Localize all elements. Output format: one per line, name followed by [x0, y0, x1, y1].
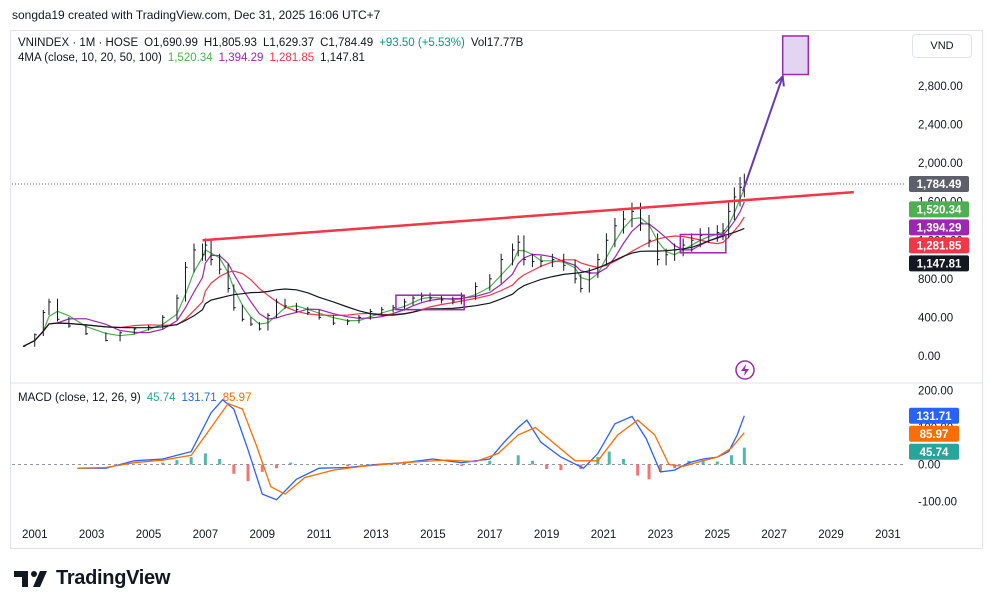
macd-label: MACD (close, 12, 26, 9): [18, 392, 141, 404]
high-value: H1,805.93: [203, 37, 257, 49]
open-value: O1,690.99: [144, 37, 198, 49]
macd-signal-value: 85.97: [222, 392, 252, 404]
price-legend: VNINDEX · 1M · HOSE O1,690.99 H1,805.93 L1,…: [18, 37, 529, 49]
ma-legend[interactable]: 4MA (close, 10, 20, 50, 100) 1,520.34 1,39…: [18, 52, 371, 64]
tradingview-logo: TradingView: [14, 567, 170, 590]
macd-legend[interactable]: MACD (close, 12, 26, 9) 45.74 131.71 85.97: [18, 392, 257, 404]
volume-value: Vol17.77B: [470, 37, 524, 49]
ma100-value: 1,147.81: [320, 52, 365, 64]
ma10-value: 1,520.34: [167, 52, 213, 64]
low-value: L1,629.37: [262, 37, 315, 49]
tradingview-logo-icon: [14, 570, 47, 587]
watermark-created-by: songda19 created with TradingView.com, D…: [12, 8, 381, 22]
chart-frame[interactable]: [10, 30, 983, 549]
change-value: +93.50 (+5.53%): [379, 37, 465, 49]
ma50-value: 1,281.85: [269, 52, 315, 64]
ma-label: 4MA (close, 10, 20, 50, 100): [18, 52, 162, 64]
macd-hist-value: 45.74: [146, 392, 176, 404]
ma20-value: 1,394.29: [218, 52, 264, 64]
macd-line-value: 131.71: [181, 392, 217, 404]
currency-button[interactable]: VND: [912, 34, 972, 58]
tradingview-brand: TradingView: [56, 567, 171, 589]
close-value: C1,784.49: [320, 37, 374, 49]
symbol-label[interactable]: VNINDEX · 1M · HOSE: [18, 37, 139, 49]
